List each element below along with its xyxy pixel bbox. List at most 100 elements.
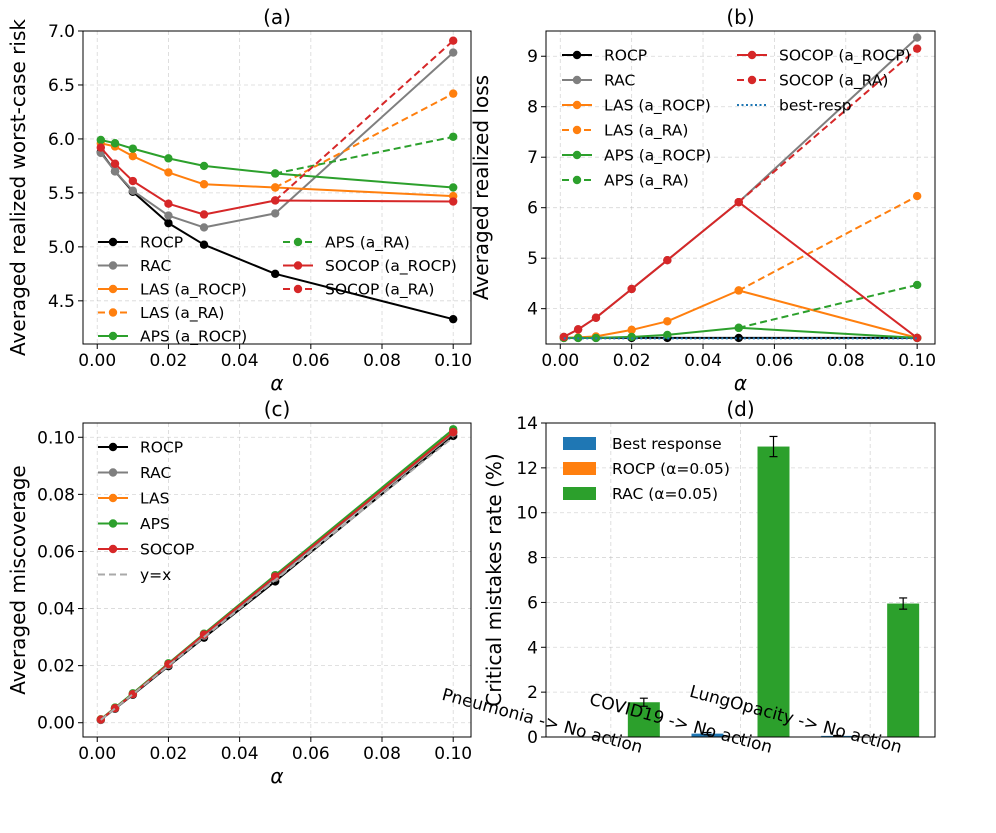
data-point [449, 427, 458, 437]
error-bar [899, 597, 908, 610]
data-point [663, 255, 672, 265]
error-bar [703, 731, 712, 736]
data-point [164, 211, 173, 220]
x-tick-label: 0.00 [78, 351, 116, 371]
x-tick-label: 0.10 [898, 351, 936, 371]
data-point [96, 143, 105, 152]
data-point [199, 240, 209, 249]
data-point [734, 197, 743, 207]
data-point [164, 199, 173, 208]
legend-label: LAS (a_RA) [604, 122, 688, 141]
legend-marker [572, 175, 582, 185]
legend-marker [108, 519, 118, 528]
y-tick-label: 12 [516, 459, 538, 479]
x-axis-label: α [270, 371, 283, 395]
legend-label: APS [140, 515, 170, 533]
data-point [734, 333, 743, 343]
data-point [199, 180, 209, 189]
legend-label: ROCP [140, 439, 183, 457]
x-tick-label: 0.04 [684, 351, 722, 371]
y-tick-label: 9 [527, 47, 538, 67]
data-point [449, 36, 458, 45]
legend-marker [293, 284, 303, 294]
legend-swatch [563, 487, 596, 500]
plot-frame [545, 30, 936, 345]
legend: Best response ROCP (α=0.05) RAC (α=0.05) [563, 435, 730, 503]
legend-marker [572, 100, 582, 110]
data-point [271, 209, 280, 218]
series-line-socop-a-ra- [738, 47, 918, 203]
x-tick-label: 0.02 [613, 351, 651, 371]
y-tick-label: 0.00 [37, 714, 75, 734]
error-bar [833, 734, 842, 737]
plot-frame [82, 30, 472, 345]
bar-rac [757, 446, 790, 737]
plot-frame [82, 422, 472, 738]
legend-label: RAC [140, 257, 171, 275]
data-point [128, 186, 138, 195]
x-tick-label: 0.04 [221, 744, 259, 764]
x-axis-label: α [734, 371, 747, 395]
legend-label: ROCP (α=0.05) [612, 460, 730, 478]
data-point [627, 325, 636, 335]
y-tick-label: 6 [527, 593, 538, 613]
x-tick-label: 0.06 [292, 744, 330, 764]
legend-marker [747, 50, 757, 60]
legend-label: SOCOP (a_RA) [779, 72, 888, 91]
series-line-socop-a-ra- [274, 39, 454, 202]
data-point [449, 89, 458, 98]
data-point [271, 183, 280, 192]
y-tick-label: 8 [527, 549, 538, 569]
y-tick-label: 5.0 [48, 238, 75, 258]
y-tick-label: 6.0 [48, 130, 75, 150]
y-tick-label: 4.5 [48, 292, 75, 312]
y-tick-label: 7 [527, 148, 538, 168]
y-tick-label: 7.0 [48, 22, 75, 42]
y-axis-label: Averaged miscoverage [6, 465, 30, 695]
legend-marker [108, 261, 118, 270]
legend-label: RAC [140, 464, 171, 482]
y-tick-label: 0.08 [37, 485, 75, 505]
x-tick-label: 0.08 [827, 351, 865, 371]
x-tick-label: 0.00 [541, 351, 579, 371]
legend-label: APS (a_RA) [325, 234, 410, 253]
legend-marker [108, 308, 118, 317]
error-bar [639, 697, 648, 707]
series-line-aps-a-ra- [738, 283, 918, 329]
y-tick-label: 0.02 [37, 657, 75, 677]
legend-marker [108, 331, 118, 341]
legend-label: APS (a_ROCP) [604, 147, 711, 166]
legend-label: ROCP [140, 234, 183, 252]
legend-label: APS (a_ROCP) [140, 328, 247, 347]
legend-marker [108, 493, 118, 503]
data-point [449, 48, 458, 57]
legend-label: ROCP [604, 47, 647, 65]
legend-marker [293, 237, 303, 247]
y-tick-label: 14 [516, 414, 538, 434]
y-tick-label: 0.10 [37, 428, 75, 448]
legend-label: RAC (α=0.05) [612, 485, 718, 503]
data-point [449, 197, 458, 206]
y-axis-label: Averaged realized worst-case risk [6, 19, 30, 356]
data-point [128, 176, 138, 186]
legend-marker [572, 125, 582, 135]
legend-label: LAS (a_ROCP) [140, 281, 247, 300]
y-tick-label: 4 [527, 300, 538, 320]
x-tick-label: 0.04 [221, 351, 259, 371]
data-point [199, 210, 209, 219]
data-point [164, 660, 173, 669]
error-bar [769, 435, 778, 458]
data-point [591, 313, 601, 322]
y-tick-label: 10 [516, 504, 538, 524]
legend-label: SOCOP [140, 541, 194, 559]
legend-marker [293, 261, 303, 270]
data-point [912, 191, 922, 201]
y-tick-label: 0.04 [37, 600, 75, 620]
data-point [912, 33, 922, 42]
data-point [627, 332, 636, 342]
data-point [199, 161, 209, 171]
panel-title: (a) [263, 5, 291, 29]
legend-swatch [563, 462, 596, 475]
